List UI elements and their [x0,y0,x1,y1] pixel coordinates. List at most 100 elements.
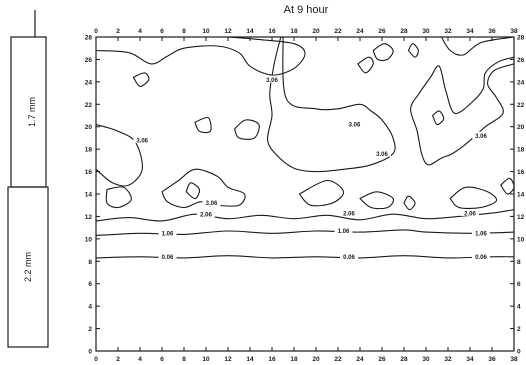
contour-line-3-06 [407,43,419,58]
contour-line-3-06 [105,186,132,209]
contour-line-3-06 [357,56,374,74]
x-tick-label-bottom: 16 [268,356,276,363]
contour-line-3-06 [432,110,445,126]
x-tick-label-top: 16 [268,28,276,35]
contour-line-3-06 [95,36,306,76]
x-tick-label-bottom: 6 [160,356,164,363]
y-tick-label-right: 14 [517,192,525,199]
x-tick-label-bottom: 38 [510,356,518,363]
x-tick-label-top: 34 [466,28,474,35]
contour-label: 3.06 [136,138,148,144]
contour-label: 3.06 [376,152,388,158]
x-tick-label-bottom: 8 [182,356,186,363]
x-tick-label-top: 22 [334,28,342,35]
contour-label-bg [373,149,391,157]
contour-line-3-06 [132,72,150,87]
y-tick-label-left: 8 [88,259,92,266]
y-tick-label-right: 10 [517,236,525,243]
contour-label: 1.06 [475,231,487,237]
contour-label-bg [263,75,281,83]
y-tick-label-left: 24 [85,79,93,86]
contour-label-bg [340,252,358,260]
contour-lines [95,36,515,259]
contour-label: 1.06 [162,231,174,237]
contour-line-3-06 [298,179,345,207]
contour-label-bg [340,209,358,217]
y-tick-label-right: 4 [517,304,521,311]
y-tick-label-right: 26 [517,57,525,64]
y-tick-label-right: 28 [517,35,525,42]
y-tick-label-right: 18 [517,147,525,154]
y-tick-label-left: 0 [88,349,92,356]
y-tick-label-left: 4 [88,304,92,311]
x-tick-label-top: 14 [246,28,254,35]
x-tick-label-top: 0 [94,28,98,35]
contour-label-bg [345,120,364,128]
y-tick-label-left: 26 [85,57,93,64]
x-tick-label-top: 6 [160,28,164,35]
x-tick-label-top: 18 [290,28,298,35]
contour-label-bg [197,210,215,218]
x-tick-label-bottom: 24 [356,356,364,363]
y-tick-label-left: 16 [85,169,93,176]
contour-label-bg [158,229,177,237]
y-tick-label-right: 12 [517,214,525,221]
contour-line-3-06 [449,186,498,210]
x-tick-label-top: 24 [356,28,364,35]
y-tick-label-left: 10 [85,236,93,243]
contour-label: 2.06 [200,212,212,218]
contour-line-3-06 [234,119,260,140]
contour-line-3-06 [359,191,394,210]
x-tick-label-top: 26 [378,28,386,35]
x-tick-label-top: 2 [116,28,120,35]
contour-line-3-06 [95,123,143,187]
contour-line-3-06 [440,36,515,56]
contour-label: 0.06 [343,255,355,261]
contour-label: 3.06 [266,78,278,84]
contour-label-bg [202,198,221,206]
x-tick-label-top: 10 [202,28,210,35]
lower-layer-box [7,186,49,348]
y-tick-label-left: 12 [85,214,93,221]
contour-line-3-06 [266,36,396,173]
contour-line-3-06 [161,168,246,209]
contour-line-3-06 [185,182,201,200]
x-tick-label-bottom: 32 [444,356,452,363]
contour-line-3-06 [372,43,394,62]
contour-line-3-06 [410,56,515,166]
y-tick-label-right: 16 [517,169,525,176]
x-tick-label-bottom: 26 [378,356,386,363]
contour-label: 3.06 [475,134,487,140]
y-tick-label-left: 28 [85,35,93,42]
x-tick-label-bottom: 12 [224,356,232,363]
contour-label: 2.06 [343,211,355,217]
x-tick-label-bottom: 14 [246,356,254,363]
y-tick-label-left: 18 [85,147,93,154]
x-tick-label-top: 4 [138,28,142,35]
x-tick-label-top: 38 [510,28,518,35]
x-tick-label-bottom: 18 [290,356,298,363]
contour-label-bg [158,252,177,260]
contour-label: 3.06 [206,201,218,207]
y-tick-label-left: 6 [88,281,92,288]
contour-line-3-06 [500,177,515,195]
x-tick-label-bottom: 20 [312,356,320,363]
contour-line-3-06 [194,116,212,134]
x-tick-label-top: 28 [400,28,408,35]
y-tick-label-left: 22 [85,102,93,109]
x-tick-label-bottom: 0 [94,356,98,363]
x-tick-label-top: 8 [182,28,186,35]
contour-line-2-06 [95,209,515,222]
x-tick-label-bottom: 34 [466,356,474,363]
y-tick-label-right: 2 [517,326,521,333]
lower-layer-label: 2.2 mm [23,252,33,282]
contour-label-bg [472,131,490,139]
x-tick-label-bottom: 36 [488,356,496,363]
upper-layer-label: 1.7 mm [27,97,37,127]
contour-line-3-06 [403,195,416,211]
axis-ticks: 0022446688101012121414161618182020222224… [85,28,525,363]
x-tick-label-top: 12 [224,28,232,35]
x-tick-label-bottom: 22 [334,356,342,363]
x-tick-label-top: 30 [422,28,430,35]
